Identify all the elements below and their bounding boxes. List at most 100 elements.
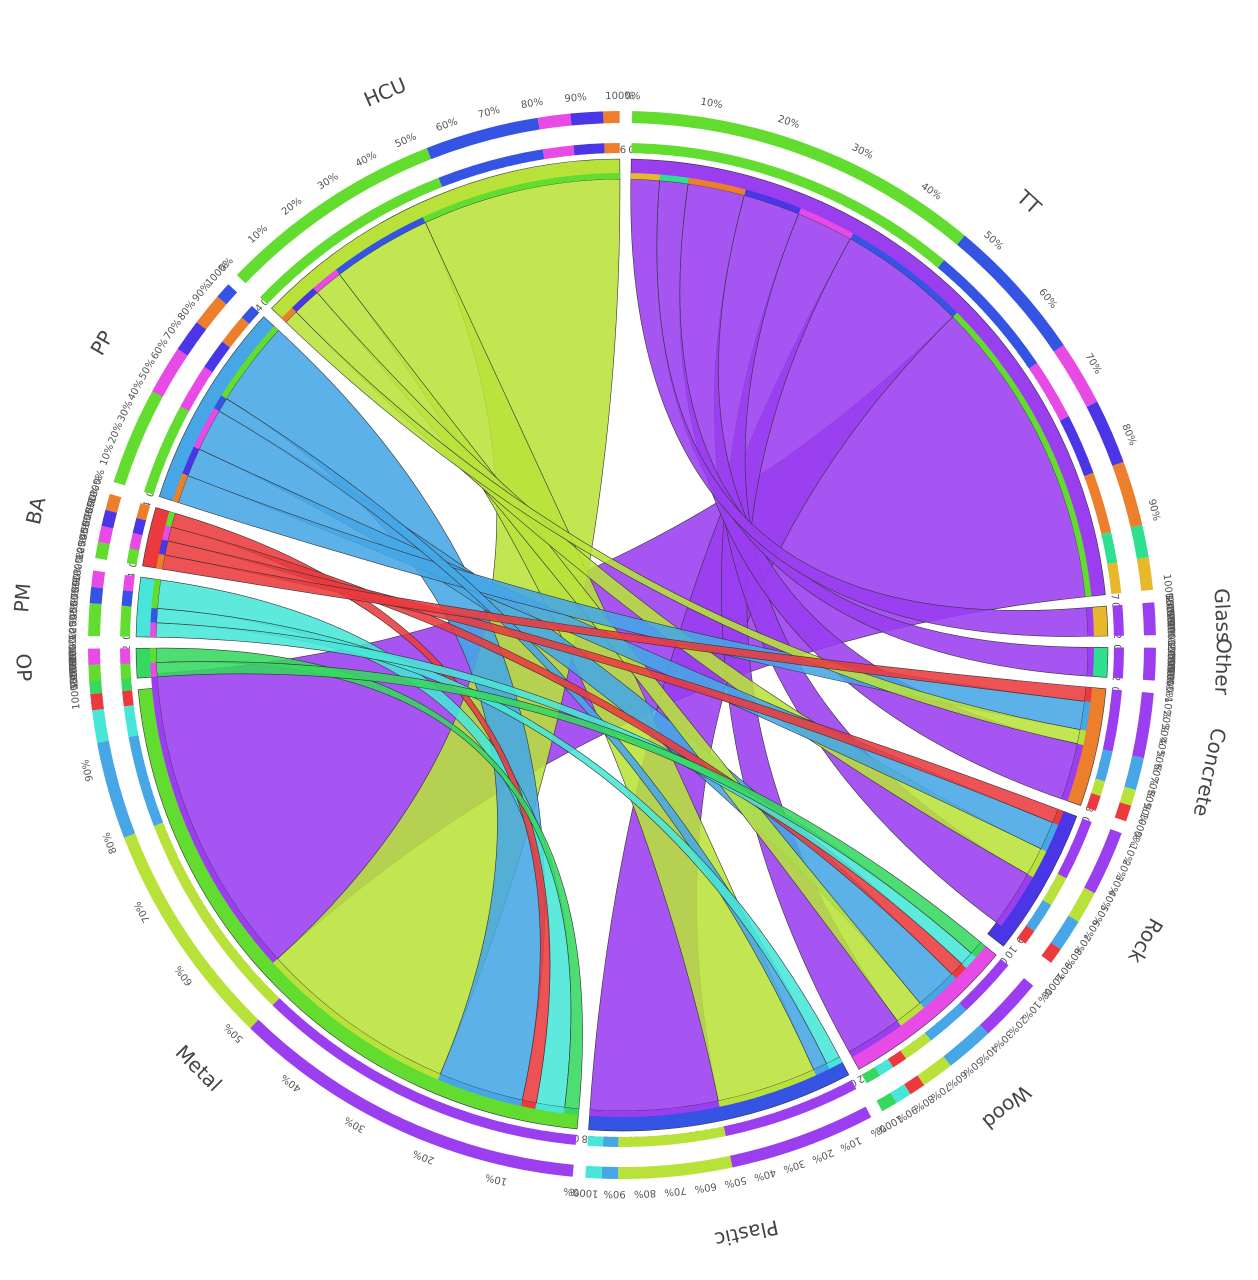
- percent-tick: 50%: [137, 357, 158, 382]
- arc-band-pm: [151, 579, 161, 609]
- percent-tick: 80%: [520, 97, 544, 111]
- percent-tick: 10%: [700, 97, 724, 111]
- arc-band-plastic: [718, 1069, 817, 1107]
- outer-track-pp: [152, 348, 188, 397]
- segment-label-ba: BA: [21, 494, 51, 526]
- outer-track-wood: [979, 978, 1034, 1034]
- arc-band-wood: [849, 1020, 901, 1058]
- arc-band-pp: [182, 446, 200, 476]
- outer-track-rock: [1084, 829, 1122, 894]
- percent-tick: 10%: [68, 618, 80, 641]
- percent-tick: 80%: [70, 570, 83, 593]
- percent-tick: 50%: [222, 1021, 245, 1045]
- percent-tick: 0%: [563, 1185, 580, 1197]
- arc-band-tt: [798, 208, 854, 239]
- outer-track-plastic: [618, 1155, 733, 1180]
- percent-tick: 70%: [162, 317, 184, 342]
- inner-track-op: [120, 648, 131, 664]
- percent-tick: 40%: [753, 1166, 777, 1182]
- segment-label-op: OP: [11, 653, 36, 682]
- outer-track-concrete: [1114, 802, 1132, 822]
- outer-track-ba: [98, 525, 114, 545]
- inner-track-wood: [861, 1067, 881, 1084]
- inner-track-concrete: [1095, 749, 1113, 782]
- inner-track-pp: [222, 317, 250, 348]
- outer-track-glass: [1142, 602, 1156, 636]
- outer-track-pp: [113, 391, 163, 486]
- outer-track-hcu: [426, 117, 540, 160]
- percent-tick: 0%: [68, 628, 79, 644]
- percent-tick: 40%: [354, 150, 379, 170]
- percent-tick: 20%: [280, 196, 304, 218]
- inner-track-pm: [122, 574, 135, 592]
- percent-tick: 30%: [1163, 600, 1175, 623]
- outer-track-wood: [943, 1024, 989, 1066]
- arc-band-other: [1086, 647, 1094, 677]
- percent-tick: 90%: [564, 92, 587, 105]
- arc-band-pm: [150, 622, 157, 638]
- segment-label-concrete: Concrete: [1189, 726, 1232, 819]
- percent-tick: 50%: [1164, 653, 1176, 676]
- percent-tick: 90%: [1163, 667, 1175, 690]
- inner-track-pm: [120, 605, 132, 637]
- percent-tick: 10%: [246, 223, 270, 246]
- percent-tick: 100%: [1163, 667, 1176, 696]
- inner-track-op: [120, 663, 132, 680]
- inner-track-hcu: [542, 145, 575, 160]
- percent-tick: 100%: [1165, 620, 1177, 649]
- inner-track-concrete: [1102, 689, 1122, 752]
- outer-track-plastic: [585, 1165, 603, 1179]
- inner-track-pp: [241, 305, 260, 324]
- percent-tick: 60%: [1147, 762, 1163, 786]
- inner-track-wood: [924, 1003, 967, 1041]
- arc-band-wood: [951, 963, 967, 979]
- outer-track-wood: [890, 1084, 911, 1104]
- arc-band-wood: [897, 1003, 924, 1026]
- percent-tick: 40%: [126, 378, 146, 403]
- arc-band-plastic: [589, 1100, 720, 1118]
- outer-track-concrete: [1119, 786, 1136, 806]
- arc-band-tt: [630, 173, 661, 181]
- arc-band-concrete: [1061, 743, 1084, 801]
- outer-track-wood: [904, 1075, 925, 1095]
- inner-track-pp: [204, 341, 231, 373]
- percent-tick: 90%: [68, 641, 79, 663]
- percent-tick: 10%: [98, 443, 116, 468]
- percent-tick: 10%: [484, 1171, 508, 1187]
- tick-label: 4: [142, 500, 154, 509]
- inner-track-plastic: [587, 1135, 604, 1147]
- percent-tick: 70%: [1164, 660, 1176, 683]
- arc-band-metal: [535, 1103, 565, 1114]
- percent-tick: 80%: [68, 644, 79, 666]
- percent-tick: 90%: [80, 758, 96, 782]
- arc-band-concrete: [1084, 686, 1093, 702]
- inner-track-plastic: [618, 1126, 726, 1148]
- percent-tick: 0%: [74, 547, 87, 564]
- inner-track-metal: [123, 705, 139, 738]
- outer-track-pp: [196, 296, 227, 330]
- percent-tick: 40%: [1164, 603, 1176, 626]
- percent-tick: 0%: [1165, 640, 1176, 656]
- percent-tick: 100%: [68, 634, 79, 663]
- outer-track-metal: [90, 692, 104, 711]
- percent-tick: 10%: [1160, 696, 1173, 719]
- percent-tick: 40%: [919, 181, 944, 203]
- outer-track-concrete: [1132, 692, 1154, 759]
- percent-tick: 70%: [477, 105, 501, 121]
- arc-band-pp: [193, 407, 220, 450]
- outer-track-ba: [105, 493, 122, 513]
- tick-label: 2: [122, 645, 133, 651]
- inner-track-ba: [132, 517, 147, 536]
- percent-tick: 0%: [1163, 593, 1175, 610]
- percent-tick: 60%: [1036, 287, 1059, 311]
- percent-tick: 10%: [1163, 593, 1176, 616]
- percent-tick: 40%: [279, 1072, 303, 1094]
- arc-band-tt: [659, 174, 689, 184]
- inner-track-rock: [1057, 818, 1092, 879]
- arc-band-metal: [437, 1074, 523, 1107]
- percent-tick: 20%: [1165, 643, 1176, 665]
- inner-track-metal: [122, 690, 134, 707]
- arc-band-metal: [273, 958, 441, 1080]
- outer-track-hcu: [570, 111, 604, 126]
- percent-tick: 80%: [176, 299, 198, 323]
